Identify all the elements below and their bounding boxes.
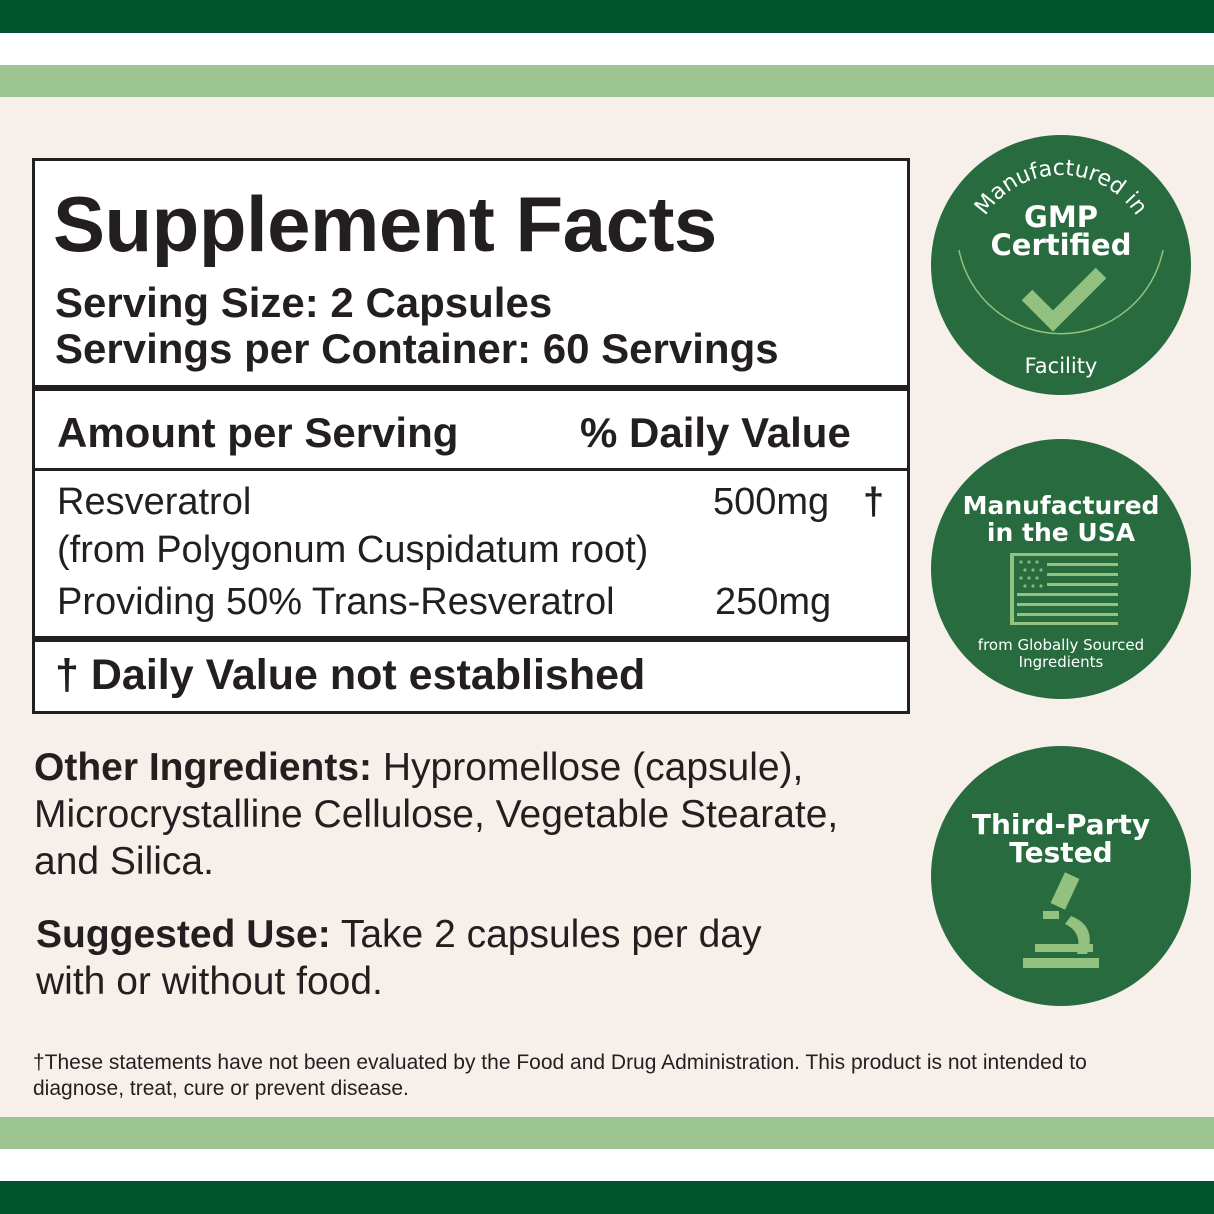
us-flag-icon — [1010, 553, 1118, 625]
top-dark-band — [0, 0, 1214, 33]
usa-badge: Manufactured in the USA from Globally So… — [931, 439, 1191, 699]
top-light-band — [0, 65, 1214, 97]
other-ingredients-label: Other Ingredients: — [34, 746, 373, 789]
other-ingredients: Other Ingredients: Hypromellose (capsule… — [34, 744, 914, 885]
badge-subtext: Ingredients — [1019, 653, 1104, 671]
badge-title: Manufactured — [963, 491, 1160, 520]
microscope-icon — [1023, 872, 1099, 968]
bottom-light-band — [0, 1117, 1214, 1149]
facts-title: Supplement Facts — [53, 180, 717, 268]
serving-size: Serving Size: 2 Capsules — [55, 279, 553, 326]
ingredient-name: Resveratrol — [57, 481, 252, 523]
third-party-badge: Third-Party Tested — [931, 746, 1191, 1006]
badge-title: Certified — [991, 228, 1132, 262]
bottom-white-band — [0, 1149, 1214, 1181]
top-white-band — [0, 33, 1214, 65]
badge-title: GMP — [1024, 200, 1098, 234]
ingredient-name: Providing 50% Trans-Resveratrol — [57, 581, 615, 623]
header-daily-value: % Daily Value — [580, 409, 851, 456]
divider — [35, 468, 907, 471]
suggested-use: Suggested Use: Take 2 capsules per day w… — [36, 911, 836, 1005]
dv-footnote: † Daily Value not established — [55, 651, 646, 699]
ingredient-dv: † — [863, 481, 885, 523]
ingredient-source: (from Polygonum Cuspidatum root) — [57, 529, 649, 571]
suggested-use-text: Take 2 capsules per day with or without … — [36, 913, 762, 1003]
badge-title: Tested — [1009, 836, 1112, 869]
ingredient-amount: 500mg — [713, 481, 830, 523]
supplement-facts-panel: Supplement Facts Serving Size: 2 Capsule… — [32, 158, 910, 714]
fda-disclaimer: †These statements have not been evaluate… — [33, 1051, 1087, 1100]
ingredient-amount: 250mg — [715, 581, 832, 623]
suggested-use-label: Suggested Use: — [36, 913, 331, 956]
divider — [35, 636, 907, 642]
badge-subtext: from Globally Sourced — [978, 636, 1144, 654]
checkmark-icon — [1021, 267, 1107, 332]
badge-title: in the USA — [987, 518, 1136, 547]
servings-per-container: Servings per Container: 60 Servings — [55, 325, 779, 372]
other-ingredients-text: Hypromellose (capsule), Microcrystalline… — [34, 746, 839, 883]
divider — [35, 385, 907, 391]
badge-bottom-text: Facility — [1025, 354, 1098, 378]
header-amount: Amount per Serving — [57, 409, 459, 456]
badge-title: Third-Party — [972, 808, 1150, 841]
gmp-badge: Manufactured in GMP Certified Facility — [931, 135, 1191, 395]
bottom-dark-band — [0, 1181, 1214, 1214]
